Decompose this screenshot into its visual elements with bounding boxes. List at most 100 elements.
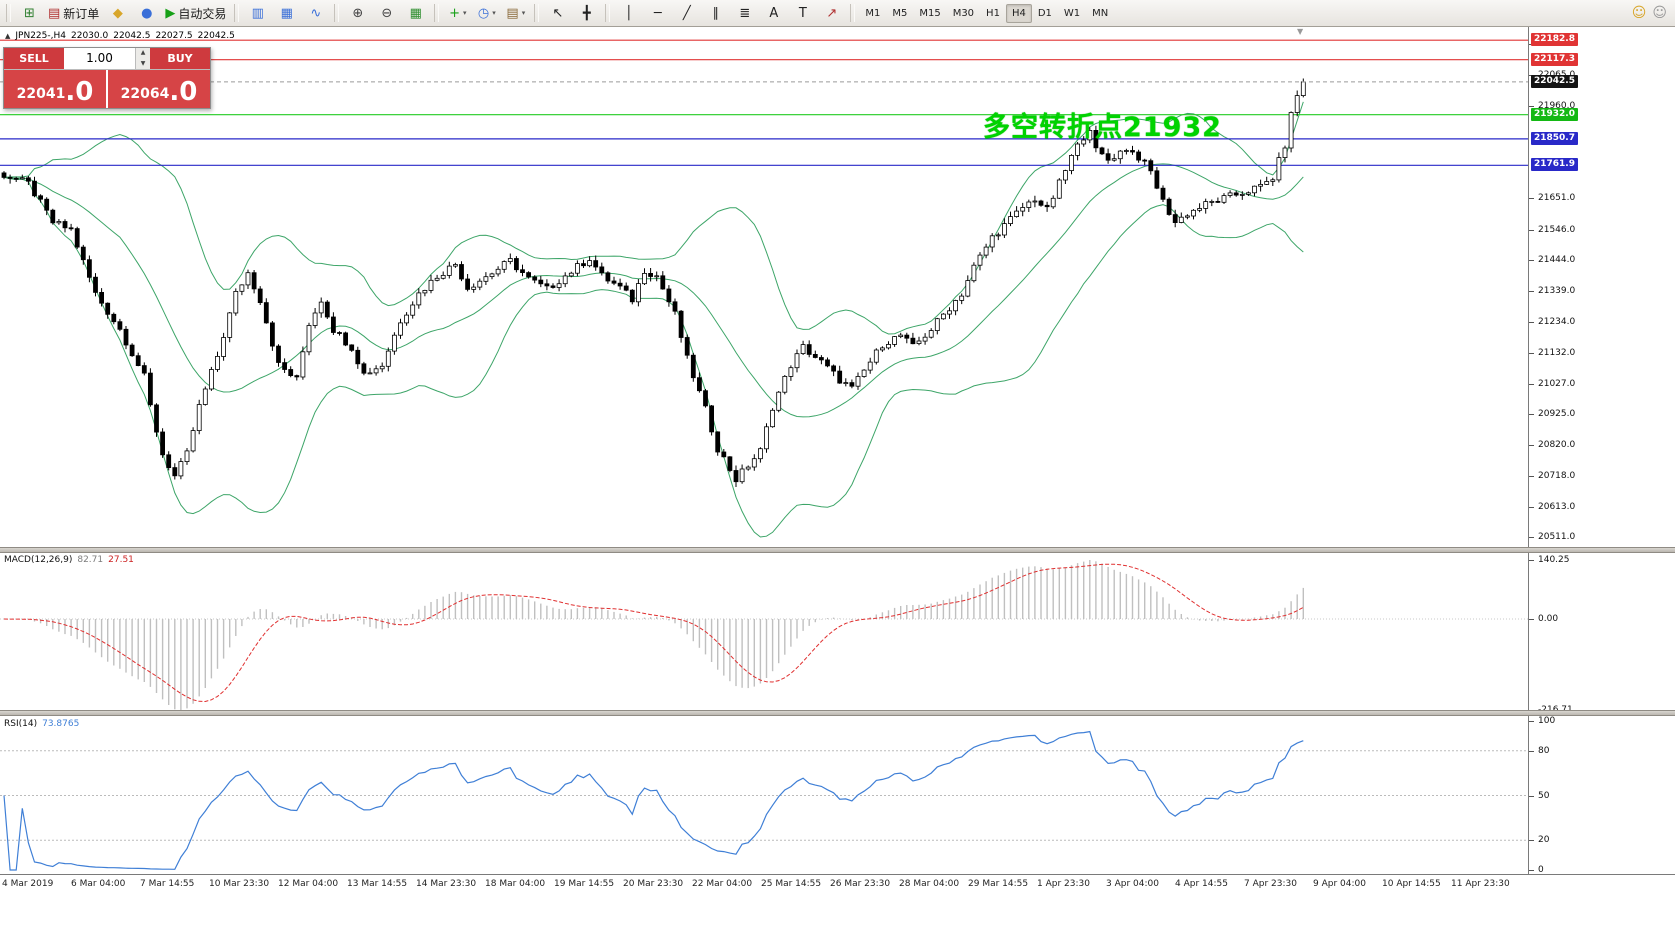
lot-size-value[interactable]: 1.00 (86, 51, 113, 65)
metaeditor-button[interactable]: ◆ (104, 2, 131, 25)
toolbar-grip[interactable] (234, 4, 240, 22)
toolbar-grip[interactable] (6, 4, 11, 22)
text-button[interactable]: A (760, 2, 787, 25)
scale-tick-mark (1529, 506, 1534, 508)
ohlc-low: 22027.5 (155, 31, 193, 41)
time-label: 9 Apr 04:00 (1313, 879, 1366, 889)
symbol-info: ▲ JPN225-,H4 22030.0 22042.5 22027.5 22042.5 (5, 31, 240, 41)
label-button[interactable]: T (789, 2, 816, 25)
time-label: 22 Mar 04:00 (692, 879, 753, 889)
scale-tick-mark (1529, 840, 1534, 842)
price-tick-label: 20925.0 (1538, 409, 1576, 419)
time-label: 6 Mar 04:00 (71, 879, 126, 889)
channel-button[interactable]: ∥ (702, 2, 729, 25)
fibonacci-button[interactable]: ≣ (731, 2, 758, 25)
scale-tick-mark (1529, 291, 1534, 292)
timeframe-button-m30[interactable]: M30 (952, 7, 975, 19)
line-chart-button[interactable]: ∿ (302, 2, 329, 25)
time-label: 4 Apr 14:55 (1175, 879, 1228, 889)
trendline-button[interactable]: ╱ (673, 2, 700, 25)
candlestick-button[interactable]: ▦ (273, 2, 300, 25)
bar-chart-button[interactable]: ▥ (244, 2, 271, 25)
candlestick-icon: ▦ (280, 5, 293, 21)
buy-button[interactable]: BUY (150, 48, 210, 69)
panel-separator[interactable] (0, 710, 1675, 716)
main-chart-canvas[interactable] (0, 27, 1528, 547)
timeframe-button-w1[interactable]: W1 (1063, 7, 1081, 19)
time-label: 20 Mar 23:30 (623, 879, 684, 889)
account-icon[interactable]: ☺ (1631, 5, 1647, 21)
autotrading-button[interactable]: ▶ 自动交易 (162, 2, 229, 25)
tile-windows-icon: ▦ (409, 5, 422, 21)
timeframe-button-h1[interactable]: H1 (986, 7, 1000, 19)
crosshair-button[interactable]: ╋ (573, 2, 600, 25)
rsi-panel-canvas[interactable] (0, 716, 1528, 874)
chevron-down-icon: ▾ (492, 9, 496, 17)
toolbar-grip[interactable] (434, 4, 440, 22)
horizontal-line-button[interactable]: ─ (644, 2, 671, 25)
line-chart-icon: ∿ (310, 5, 322, 21)
zoom-out-button[interactable]: ⊖ (373, 2, 400, 25)
timeframe-button-m5[interactable]: M5 (892, 7, 908, 19)
time-label: 3 Apr 04:00 (1106, 879, 1159, 889)
candles (1, 78, 1306, 487)
chart-annotation[interactable]: 多空转折点21932 (983, 112, 1222, 143)
lot-stepper[interactable]: ▲ ▼ (135, 48, 150, 69)
macd-signal-value: 27.51 (108, 555, 134, 565)
rsi-scale-label: 20 (1538, 835, 1550, 846)
scale-tick-mark (1529, 322, 1534, 324)
lot-decrement-icon[interactable]: ▼ (136, 58, 150, 69)
periods-button[interactable]: ◷ ▾ (473, 2, 500, 25)
lot-size-field[interactable]: 1.00 ▲ ▼ (64, 48, 150, 69)
indicators-button[interactable]: + ▾ (444, 2, 471, 25)
price-tick-label: 21444.0 (1538, 254, 1576, 265)
templates-button[interactable]: ▤ ▾ (502, 2, 529, 25)
time-label: 19 Mar 14:55 (554, 879, 615, 889)
toolbar-grip[interactable] (605, 4, 611, 22)
new-order-button-label: 新订单 (63, 6, 100, 21)
macd-signal-line (3, 563, 1304, 703)
scale-tick-mark (1529, 560, 1534, 561)
time-label: 12 Mar 04:00 (278, 879, 339, 889)
rsi-scale-label: 80 (1538, 745, 1550, 756)
timeframe-button-mn[interactable]: MN (1092, 7, 1109, 19)
time-axis[interactable]: 4 Mar 2019 6 Mar 04:00 7 Mar 14:55 10 Mar 2… (0, 874, 1675, 894)
vertical-line-button[interactable]: │ (615, 2, 642, 25)
toolbar-grip[interactable] (534, 4, 540, 22)
time-label: 7 Mar 14:55 (140, 879, 195, 889)
arrows-button[interactable]: ↗ (818, 2, 845, 25)
price-tick-label: 21132.0 (1538, 347, 1576, 358)
lot-increment-icon[interactable]: ▲ (136, 48, 150, 59)
time-label: 11 Apr 23:30 (1451, 879, 1510, 889)
community-button[interactable]: ● (133, 2, 160, 25)
chart-shift-marker[interactable]: ▼ (1297, 27, 1304, 36)
sell-price-display[interactable]: 22041.0 (4, 70, 106, 108)
new-chart-button[interactable]: ⊞ (16, 2, 43, 25)
price-scale[interactable]: 22170.022065.021960.021651.021546.021444… (1528, 27, 1675, 875)
zoom-in-button[interactable]: ⊕ (344, 2, 371, 25)
scale-tick-mark (1529, 721, 1534, 722)
rsi-scale-label: 0 (1538, 865, 1544, 875)
cursor-button[interactable]: ↖ (544, 2, 571, 25)
timeframe-button-h4[interactable]: H4 (1005, 3, 1032, 23)
indicators-icon: + (449, 5, 461, 21)
timeframe-button-d1[interactable]: D1 (1037, 7, 1052, 19)
macd-panel-canvas[interactable] (0, 553, 1528, 710)
sell-button[interactable]: SELL (4, 48, 64, 69)
buy-price-display[interactable]: 22064.0 (108, 70, 210, 108)
panel-separator[interactable] (0, 547, 1675, 553)
timeframe-button-m1[interactable]: M1 (865, 7, 881, 19)
help-icon[interactable]: ☺ (1652, 5, 1667, 21)
scale-tick-mark (1529, 537, 1534, 539)
price-tick-label: 20511.0 (1538, 532, 1576, 543)
collapse-marker-icon[interactable]: ▲ (5, 32, 11, 40)
toolbar-grip[interactable] (850, 4, 856, 22)
symbol-label: JPN225-,H4 (15, 31, 66, 41)
price-tick-label: 21339.0 (1538, 286, 1576, 296)
tile-windows-button[interactable]: ▦ (402, 2, 429, 25)
toolbar-grip[interactable] (334, 4, 340, 22)
new-order-button[interactable]: ▤ 新订单 (45, 2, 102, 25)
timeframe-button-m15[interactable]: M15 (919, 7, 941, 19)
scale-tick-mark (1529, 106, 1534, 108)
